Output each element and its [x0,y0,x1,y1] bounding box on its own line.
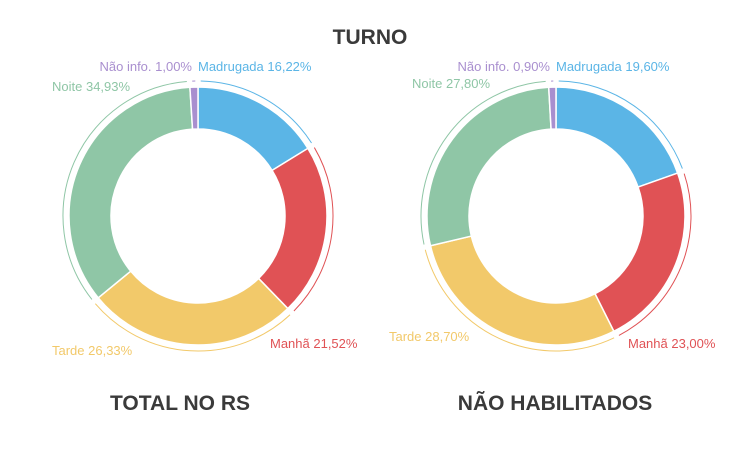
figure-title: TURNO [333,26,408,49]
slice-label-nao-info: Não info. 0,90% [457,59,550,74]
slice-label-madrugada: Madrugada 16,22% [198,59,312,74]
slice-label-manha: Manhã 23,00% [628,336,716,351]
slice-nao-info [189,86,199,130]
slice-bracket-madrugada [200,80,312,144]
slice-noite [426,86,552,247]
slice-label-manha: Manhã 21,52% [270,336,358,351]
slice-nao-info [547,86,557,130]
slice-noite [68,86,194,299]
slice-bracket-manha [293,147,334,312]
chart-title-nao-habilitados: NÃO HABILITADOS [458,392,652,415]
slice-label-madrugada: Madrugada 19,60% [556,59,670,74]
slice-bracket-noite [62,80,187,300]
donut-chart-total: Madrugada 16,22% Manhã 21,52% Tarde 26,33%… [52,59,358,358]
slice-bracket-tarde [424,249,615,352]
slice-bracket-tarde [94,303,291,352]
slice-tarde [97,270,289,346]
chart-title-total: TOTAL NO RS [110,392,250,415]
slice-label-tarde: Tarde 28,70% [389,329,470,344]
slice-label-nao-info: Não info. 1,00% [99,59,192,74]
slice-manha [594,172,686,333]
slice-label-tarde: Tarde 26,33% [52,343,133,358]
donut-chart-nao-habilitados: Madrugada 19,60% Manhã 23,00% Tarde 28,70%… [389,59,716,352]
slice-bracket-noite [420,80,546,245]
slice-label-noite: Noite 27,80% [412,76,490,91]
slice-bracket-madrugada [558,80,683,169]
slice-label-noite: Noite 34,93% [52,79,130,94]
slice-manha [257,147,328,310]
slice-madrugada [555,86,679,189]
slice-bracket-manha [618,173,692,336]
